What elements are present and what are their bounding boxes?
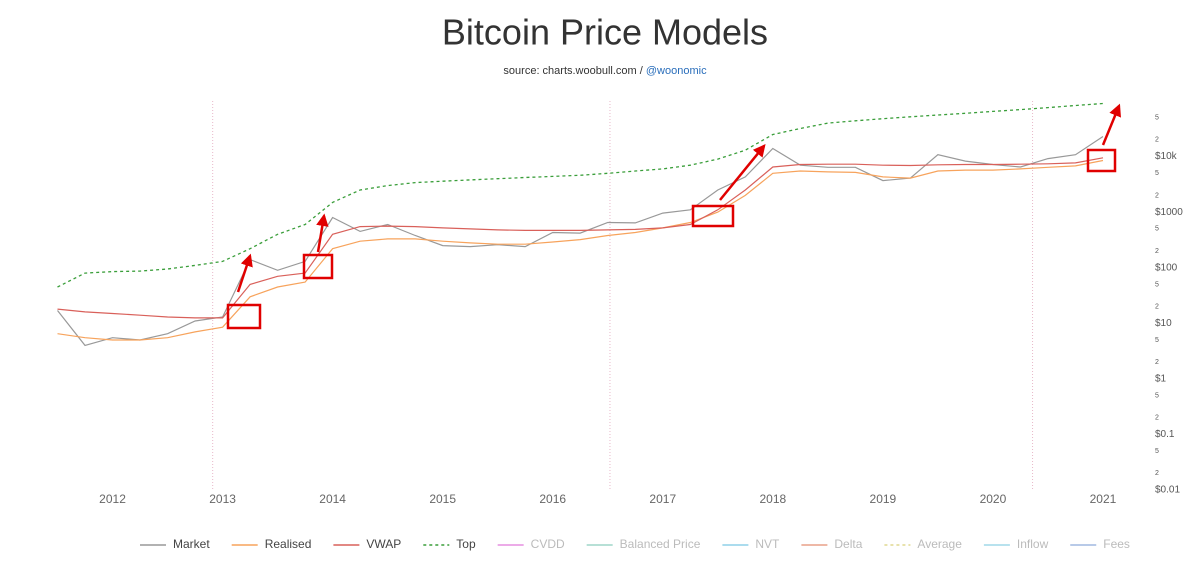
y-tick-label: 2 (1155, 359, 1159, 366)
y-tick-label: 5 (1155, 337, 1159, 344)
legend-label: Fees (1103, 537, 1130, 551)
y-tick-label: 5 (1155, 448, 1159, 455)
y-tick-label: 2 (1155, 303, 1159, 310)
legend-entry[interactable]: Inflow (983, 537, 1049, 551)
y-tick-label: 2 (1155, 470, 1159, 477)
legend-entry[interactable]: Top (423, 537, 476, 551)
legend-entry[interactable]: NVT (722, 537, 780, 551)
y-tick-label: $0.01 (1155, 485, 1180, 496)
legend-label: Market (173, 537, 210, 551)
arrow (316, 213, 329, 253)
legend-entry[interactable]: Delta (801, 537, 863, 551)
legend-label: Average (917, 537, 962, 551)
legend-label: CVDD (531, 537, 565, 551)
x-tick-label: 2018 (759, 492, 786, 506)
y-tick-label: $10k (1155, 151, 1178, 162)
y-tick-label: 5 (1155, 170, 1159, 177)
series-line (57, 157, 1104, 319)
subtitle-source: source: charts.woobull.com / (503, 65, 645, 77)
legend-label: Delta (834, 537, 862, 551)
x-tick-label: 2016 (539, 492, 566, 506)
y-tick-label: 5 (1155, 115, 1159, 122)
x-tick-label: 2019 (870, 492, 897, 506)
legend-label: Balanced Price (620, 537, 701, 551)
y-tick-label: $0.1 (1155, 429, 1175, 440)
y-tick-label: $1 (1155, 373, 1167, 384)
x-tick-label: 2014 (319, 492, 346, 506)
legend-entry[interactable]: Balanced Price (586, 537, 701, 551)
highlight-box (302, 253, 334, 280)
subtitle: source: charts.woobull.com / @woonomic (503, 65, 707, 77)
x-tick-label: 2020 (980, 492, 1007, 506)
y-tick-label: $10 (1155, 318, 1172, 329)
legend-label: VWAP (366, 537, 401, 551)
subtitle-link[interactable]: @woonomic (646, 65, 707, 77)
y-tick-label: 5 (1155, 281, 1159, 288)
arrow (719, 144, 766, 201)
chart-title: Bitcoin Price Models (442, 12, 768, 53)
legend-entry[interactable]: Realised (231, 537, 312, 551)
y-tick-label: 2 (1155, 192, 1159, 199)
y-tick-label: 2 (1155, 137, 1159, 144)
legend-label: Realised (265, 537, 312, 551)
y-tick-label: 5 (1155, 392, 1159, 399)
annotations (226, 103, 1121, 330)
series-line (57, 159, 1104, 341)
legend-entry[interactable]: Market (140, 537, 210, 551)
series-line (57, 102, 1104, 288)
x-tick-label: 2012 (99, 492, 126, 506)
highlight-box (226, 303, 262, 330)
highlight-box (1086, 148, 1117, 173)
y-tick-label: 2 (1155, 248, 1159, 255)
legend-entry[interactable]: CVDD (497, 537, 565, 551)
x-tick-label: 2017 (649, 492, 676, 506)
legend-label: Top (456, 537, 476, 551)
y-tick-label: 5 (1155, 226, 1159, 233)
x-tick-label: 2021 (1090, 492, 1117, 506)
legend-label: NVT (755, 537, 780, 551)
highlight-box (691, 204, 735, 228)
legend-entry[interactable]: Average (884, 537, 962, 551)
legend-entry[interactable]: Fees (1070, 537, 1130, 551)
y-tick-label: $100 (1155, 262, 1178, 273)
legend: Market Realised VWAP Top CVDD Balanced Price N… (140, 537, 1130, 551)
plot-area: $0.01 2 5 $0.1 2 5 $1 2 5 $10 2 5 $100 2 5 $1000 2 5 $10k 2… (57, 101, 1183, 506)
y-tick-label: $1000 (1155, 207, 1183, 218)
legend-label: Inflow (1017, 537, 1049, 551)
y-tick-label: 2 (1155, 415, 1159, 422)
arrow (236, 253, 253, 293)
x-tick-label: 2013 (209, 492, 236, 506)
series-line (57, 135, 1104, 347)
arrow (1101, 103, 1121, 146)
legend-entry[interactable]: VWAP (333, 537, 401, 551)
x-tick-label: 2015 (429, 492, 456, 506)
